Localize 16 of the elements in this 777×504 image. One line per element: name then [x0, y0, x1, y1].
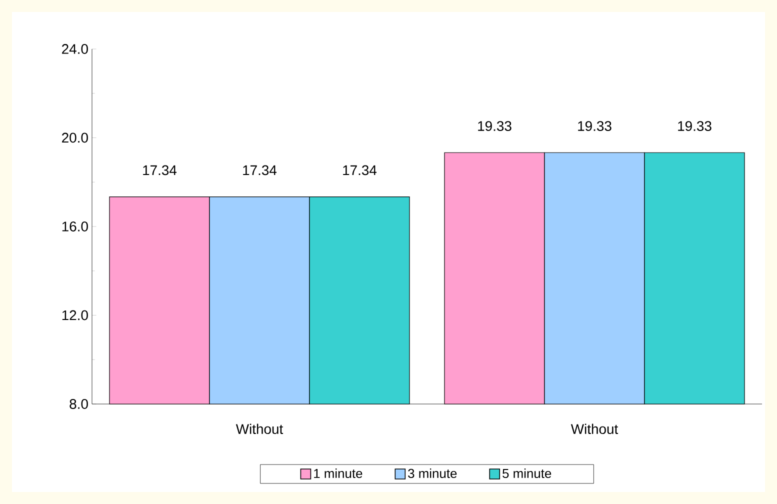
- data-label: 17.34: [343, 165, 377, 176]
- legend-label: 5 minute: [502, 468, 552, 478]
- y-tick-label: 16.0: [62, 222, 88, 232]
- data-label: 17.34: [243, 165, 277, 176]
- y-tick-label: 12.0: [62, 310, 88, 320]
- legend-label: 1 minute: [314, 468, 362, 478]
- legend-label: 3 minute: [408, 468, 457, 478]
- y-tick-label: 8.0: [70, 399, 88, 409]
- data-label: 19.33: [678, 121, 712, 131]
- y-tick-label: 24.0: [62, 44, 88, 54]
- data-label: 17.34: [143, 165, 177, 176]
- data-label: 19.33: [478, 121, 512, 131]
- data-label: 19.33: [578, 121, 612, 131]
- y-tick-label: 20.0: [62, 132, 88, 143]
- x-tick-label: Without: [570, 424, 618, 434]
- x-tick-label: Without: [236, 424, 284, 434]
